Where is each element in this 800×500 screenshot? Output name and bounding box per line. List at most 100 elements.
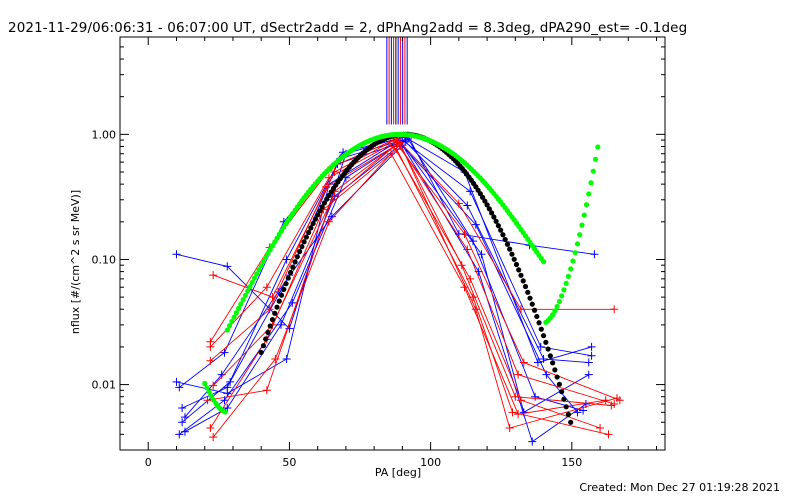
series-6-point-6 bbox=[528, 437, 537, 446]
series-11-point-5 bbox=[511, 392, 520, 401]
black-fit-point-110 bbox=[507, 246, 513, 252]
green-fit-point-160 bbox=[563, 280, 569, 286]
series-7-point-1 bbox=[223, 389, 232, 398]
series-11-point-1 bbox=[265, 305, 274, 314]
green-fit-point-22 bbox=[251, 275, 258, 281]
green-fit-point-1 bbox=[204, 385, 210, 391]
series-10-point-4 bbox=[463, 245, 472, 254]
series-12-point-0 bbox=[209, 381, 218, 390]
series-5-point-1 bbox=[223, 403, 232, 412]
green-fit-point-24 bbox=[256, 267, 262, 273]
green-fit-point-166 bbox=[577, 232, 583, 238]
x-tick-label-0: 0 bbox=[145, 456, 152, 469]
series-4-point-2 bbox=[288, 298, 297, 307]
black-fit-point-127 bbox=[545, 346, 551, 352]
data-series-group bbox=[172, 131, 624, 446]
green-fit-point-156 bbox=[554, 303, 560, 310]
black-fit-point-18 bbox=[299, 244, 305, 250]
green-fit-point-27 bbox=[263, 254, 269, 261]
green-fit-point-172 bbox=[590, 168, 596, 174]
green-fit-point-3 bbox=[208, 393, 215, 399]
black-fit-point-124 bbox=[538, 326, 544, 332]
black-fit-point-123 bbox=[536, 320, 542, 326]
series-14-point-2 bbox=[324, 217, 333, 226]
series-10-point-2 bbox=[324, 173, 333, 182]
black-fit-point-98 bbox=[479, 194, 486, 200]
series-7-point-2 bbox=[282, 355, 291, 364]
series-line-2 bbox=[181, 139, 592, 409]
series-line-13 bbox=[210, 148, 609, 435]
black-fit-point-103 bbox=[491, 214, 497, 220]
series-14-point-1 bbox=[271, 355, 280, 364]
pitch-angle-marker-lines bbox=[386, 37, 408, 125]
green-fit-point-11 bbox=[226, 323, 233, 329]
created-footer: Created: Mon Dec 27 01:19:28 2021 bbox=[579, 481, 780, 494]
series-10-point-5 bbox=[514, 370, 523, 379]
series-line-4 bbox=[179, 142, 578, 435]
y-tick-label-0: 0.01 bbox=[92, 379, 117, 392]
x-tick-label-3: 150 bbox=[561, 456, 582, 469]
green-fit-point-23 bbox=[254, 271, 260, 277]
series-4-point-5 bbox=[471, 220, 480, 229]
series-0-point-7 bbox=[590, 250, 599, 259]
black-fit-point-112 bbox=[511, 256, 517, 262]
series-line-1 bbox=[179, 136, 592, 388]
series-15-point-6 bbox=[612, 394, 621, 403]
black-fit-point-16 bbox=[294, 254, 300, 260]
black-fit-point-105 bbox=[495, 223, 501, 229]
series-0-point-1 bbox=[223, 262, 232, 271]
black-fit-point-3 bbox=[265, 329, 271, 336]
series-7-point-7 bbox=[584, 370, 593, 379]
series-7-point-5 bbox=[477, 250, 486, 259]
series-4-point-6 bbox=[542, 370, 551, 379]
green-fit-point-171 bbox=[588, 180, 594, 186]
green-fit-point-16 bbox=[238, 301, 244, 307]
black-fit-point-2 bbox=[263, 336, 269, 342]
series-5-point-0 bbox=[180, 427, 189, 436]
series-1-point-7 bbox=[587, 342, 596, 351]
black-fit-point-25 bbox=[315, 212, 321, 218]
green-fit-point-17 bbox=[240, 297, 246, 303]
black-fit-point-129 bbox=[550, 360, 556, 366]
green-fit-point-162 bbox=[568, 266, 574, 272]
green-fit-point-169 bbox=[583, 202, 590, 208]
series-2-point-7 bbox=[587, 351, 596, 360]
black-fit-point-6 bbox=[272, 310, 278, 316]
y-tick-label-2: 1.00 bbox=[92, 128, 117, 141]
black-fit-point-130 bbox=[552, 367, 558, 373]
green-fit-point-159 bbox=[561, 287, 567, 293]
series-15-point-4 bbox=[471, 305, 480, 314]
series-3-point-6 bbox=[539, 355, 548, 364]
series-0-point-0 bbox=[172, 250, 181, 259]
series-line-9 bbox=[210, 139, 620, 401]
series-2-point-5 bbox=[466, 187, 475, 196]
black-fit-point-8 bbox=[276, 298, 282, 304]
black-fit-point-120 bbox=[529, 301, 535, 307]
series-5-point-2 bbox=[276, 320, 285, 329]
black-fit-point-122 bbox=[534, 313, 540, 320]
black-fit-point-11 bbox=[283, 281, 289, 287]
series-15-point-3 bbox=[395, 138, 404, 147]
black-fit-point-1 bbox=[260, 343, 267, 349]
series-5-point-6 bbox=[531, 392, 540, 401]
series-2-point-0 bbox=[178, 403, 187, 412]
series-14-point-0 bbox=[209, 433, 218, 442]
series-8-point-4 bbox=[454, 199, 463, 208]
series-8-point-6 bbox=[610, 305, 619, 314]
black-fit-point-22 bbox=[308, 225, 314, 231]
black-fit-point-4 bbox=[267, 323, 273, 329]
green-fit-point-31 bbox=[272, 239, 278, 245]
black-fit-point-121 bbox=[531, 307, 538, 313]
black-fit-point-134 bbox=[561, 396, 567, 402]
series-5-point-5 bbox=[468, 237, 477, 246]
green-fit-point-170 bbox=[586, 191, 592, 197]
chart-title: 2021-11-29/06:06:31 - 06:07:00 UT, dSect… bbox=[8, 20, 688, 36]
series-15-point-1 bbox=[262, 386, 271, 395]
series-1-point-0 bbox=[175, 383, 184, 392]
black-fit-point-115 bbox=[518, 272, 524, 278]
black-fit-point-19 bbox=[301, 239, 307, 245]
series-13-point-6 bbox=[604, 430, 613, 439]
black-fit-point-109 bbox=[504, 241, 511, 247]
black-fit-point-133 bbox=[559, 389, 565, 395]
black-fit-point-5 bbox=[269, 316, 276, 323]
